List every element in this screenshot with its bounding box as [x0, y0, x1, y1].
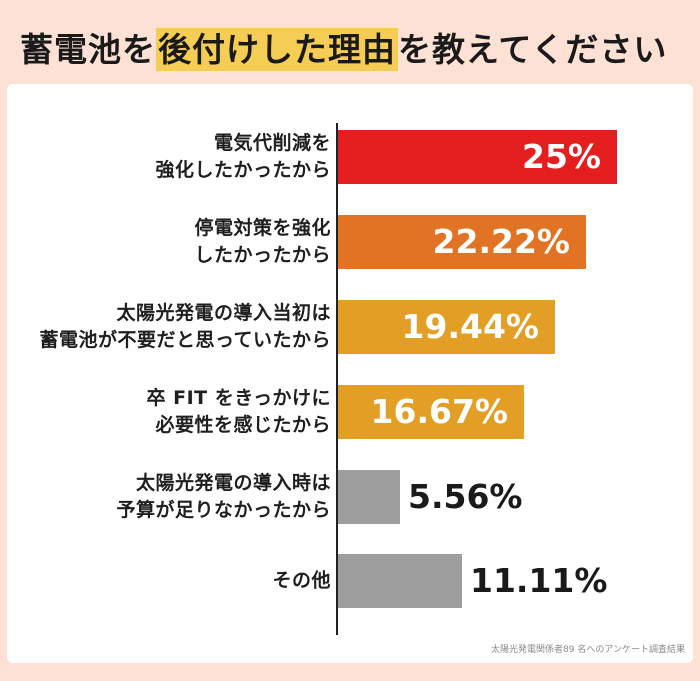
title-before: 蓄電池を [20, 30, 156, 69]
bar-row: 太陽光発電の導入時は 予算が足りなかったから 5.56% [7, 470, 693, 524]
category-label: 太陽光発電の導入当初は 蓄電池が不要だと思っていたから [39, 302, 331, 351]
category-label: 太陽光発電の導入時は 予算が足りなかったから [116, 472, 331, 521]
category-label: 卒 FIT をきっかけに 必要性を感じたから [146, 387, 331, 436]
footnote: 太陽光発電関係者89 名へのアンケート調査結果 [491, 645, 685, 655]
category-label: その他 [272, 569, 331, 592]
category-label: 停電対策を強化 したかったから [194, 217, 331, 266]
bar-row: 卒 FIT をきっかけに 必要性を感じたから 16.67% [7, 385, 693, 439]
title-highlight: 後付けした理由 [156, 28, 398, 71]
value-label: 19.44% [401, 307, 539, 346]
chart-card: 電気代削減を 強化したかったから 25% 停電対策を強化 したかったから 22.22%… [7, 84, 693, 663]
y-axis-line [336, 123, 338, 635]
title-after: を教えてください [398, 30, 668, 69]
value-label: 25% [522, 137, 601, 176]
value-label: 11.11% [470, 561, 608, 600]
value-label: 5.56% [408, 477, 523, 516]
bar [338, 300, 555, 354]
bar-row: その他 11.11% [7, 554, 693, 608]
value-label: 16.67% [370, 392, 508, 431]
bar-row: 停電対策を強化 したかったから 22.22% [7, 215, 693, 269]
bar-row: 太陽光発電の導入当初は 蓄電池が不要だと思っていたから 19.44% [7, 300, 693, 354]
value-label: 22.22% [432, 222, 570, 261]
bar [338, 215, 586, 269]
chart-title: 蓄電池を後付けした理由を教えてください [20, 26, 667, 74]
bar [338, 554, 462, 608]
bar [338, 385, 524, 439]
bar-row: 電気代削減を 強化したかったから 25% [7, 130, 693, 184]
bar [338, 470, 400, 524]
bar [338, 130, 617, 184]
category-label: 電気代削減を 強化したかったから [155, 132, 331, 181]
